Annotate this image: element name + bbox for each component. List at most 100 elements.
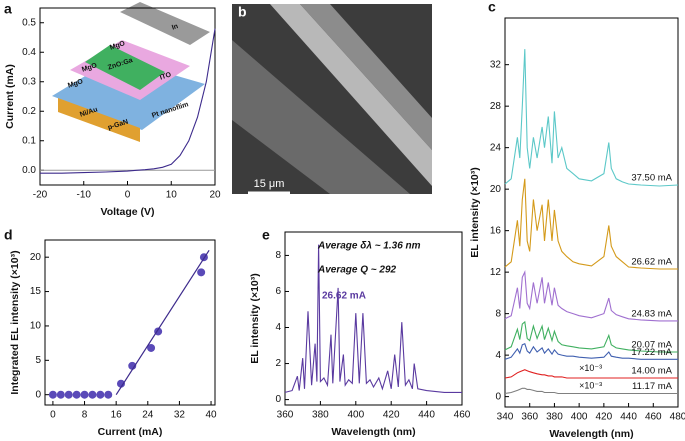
series-label: 20.07 mA xyxy=(631,340,672,351)
series-label: 11.17 mA xyxy=(632,381,673,392)
x-tick-label: 0 xyxy=(50,410,56,421)
x-axis-label: Wavelength (nm) xyxy=(549,428,633,440)
x-tick-label: 360 xyxy=(521,412,538,423)
annotation: Average Q ~ 292 xyxy=(317,265,397,276)
x-tick-label: 24 xyxy=(142,410,154,421)
series-line xyxy=(284,244,462,393)
y-tick-label: 10 xyxy=(30,321,42,332)
data-point xyxy=(72,390,81,399)
y-tick-label: 0.2 xyxy=(22,106,36,117)
panel-letter: e xyxy=(262,227,270,243)
panel-letter: d xyxy=(4,227,13,243)
data-point xyxy=(64,390,73,399)
y-axis-label: EL intensity (×10³) xyxy=(469,167,481,258)
x-tick-label: 380 xyxy=(312,410,329,421)
y-tick-label: 0 xyxy=(275,394,281,405)
y-tick-label: 0.1 xyxy=(22,135,36,146)
data-point xyxy=(80,390,89,399)
series-label: 17.22 mA xyxy=(631,347,672,358)
nanowire-edge xyxy=(270,4,432,186)
series-label: 37.50 mA xyxy=(631,173,672,184)
sem-image: 15 μm b xyxy=(232,4,432,195)
x-tick-label: 420 xyxy=(383,410,400,421)
y-tick-label: 20 xyxy=(30,252,42,263)
x-tick-label: 8 xyxy=(82,410,88,421)
inset-label: In xyxy=(171,23,179,32)
y-tick-label: 6 xyxy=(275,286,281,297)
data-point xyxy=(116,379,125,388)
nanowire-edge xyxy=(300,4,432,150)
x-axis-label: Voltage (V) xyxy=(100,206,154,218)
series-line xyxy=(504,320,678,353)
y-tick-label: 4 xyxy=(275,322,281,333)
y-tick-label: 0.4 xyxy=(22,47,36,58)
data-point xyxy=(104,390,113,399)
data-point xyxy=(197,268,206,277)
x-tick-label: 40 xyxy=(205,410,217,421)
y-tick-label: 0.0 xyxy=(22,165,36,176)
y-tick-label: 0 xyxy=(35,389,41,400)
x-tick-label: 460 xyxy=(454,410,471,421)
x-tick-label: 16 xyxy=(111,410,123,421)
series-line xyxy=(40,28,216,174)
y-tick-label: 0.5 xyxy=(22,17,36,28)
annotation: Average δλ ~ 1.36 nm xyxy=(317,241,421,252)
x-axis-label: Current (mA) xyxy=(98,426,163,438)
data-point xyxy=(128,361,137,370)
series-line xyxy=(504,369,678,379)
x-tick-label: 0 xyxy=(125,190,131,201)
y-tick-label: 0.3 xyxy=(22,76,36,87)
y-tick-label: 8 xyxy=(495,308,501,319)
x-tick-label: 480 xyxy=(670,412,685,423)
y-tick-label: 0 xyxy=(495,391,501,402)
layer xyxy=(58,98,140,142)
y-tick-label: 32 xyxy=(490,59,502,70)
x-tick-label: 380 xyxy=(546,412,563,423)
x-tick-label: 360 xyxy=(277,410,294,421)
y-tick-label: 15 xyxy=(30,286,42,297)
inset-label: ITO xyxy=(159,71,173,81)
x-tick-label: 32 xyxy=(174,410,186,421)
y-tick-label: 8 xyxy=(275,250,281,261)
panel-letter: a xyxy=(4,1,12,17)
inset-label: MgO xyxy=(81,62,98,74)
y-axis-label: Current (mA) xyxy=(4,64,16,129)
data-point xyxy=(48,390,57,399)
x-tick-label: 400 xyxy=(347,410,364,421)
x-tick-label: 440 xyxy=(418,410,435,421)
x-axis-label: Wavelength (nm) xyxy=(331,426,415,438)
plot-frame xyxy=(504,17,679,408)
y-tick-label: 20 xyxy=(490,184,502,195)
y-tick-label: 24 xyxy=(490,142,502,153)
plot-frame xyxy=(44,239,216,406)
y-axis-label: EL intensity (×10³) xyxy=(249,273,261,364)
data-point xyxy=(56,390,65,399)
panel-letter: b xyxy=(238,4,247,20)
data-point xyxy=(147,343,156,352)
series-line xyxy=(504,342,678,360)
y-tick-label: 4 xyxy=(495,350,501,361)
series-line xyxy=(504,49,679,187)
series-line xyxy=(504,178,678,270)
series-line xyxy=(504,270,678,322)
data-point xyxy=(96,390,105,399)
y-tick-label: 5 xyxy=(35,355,41,366)
x-tick-label: 420 xyxy=(596,412,613,423)
annotation: 26.62 mA xyxy=(322,291,366,302)
layer xyxy=(120,2,210,45)
nanowire-band xyxy=(232,40,410,194)
plot-frame xyxy=(284,231,463,406)
x-tick-label: 440 xyxy=(620,412,637,423)
inset-label: MgO xyxy=(67,78,84,90)
x-tick-label: -10 xyxy=(77,190,92,201)
scale-label: 15 μm xyxy=(254,178,285,190)
inset-label: MgO xyxy=(109,40,126,52)
series-label: 14.00 mA xyxy=(631,365,672,376)
y-tick-label: 12 xyxy=(490,267,502,278)
nanowire xyxy=(85,45,165,90)
x-tick-label: 460 xyxy=(645,412,662,423)
annotation: ×10⁻³ xyxy=(579,363,602,373)
data-point xyxy=(88,390,97,399)
y-tick-label: 28 xyxy=(490,101,502,112)
